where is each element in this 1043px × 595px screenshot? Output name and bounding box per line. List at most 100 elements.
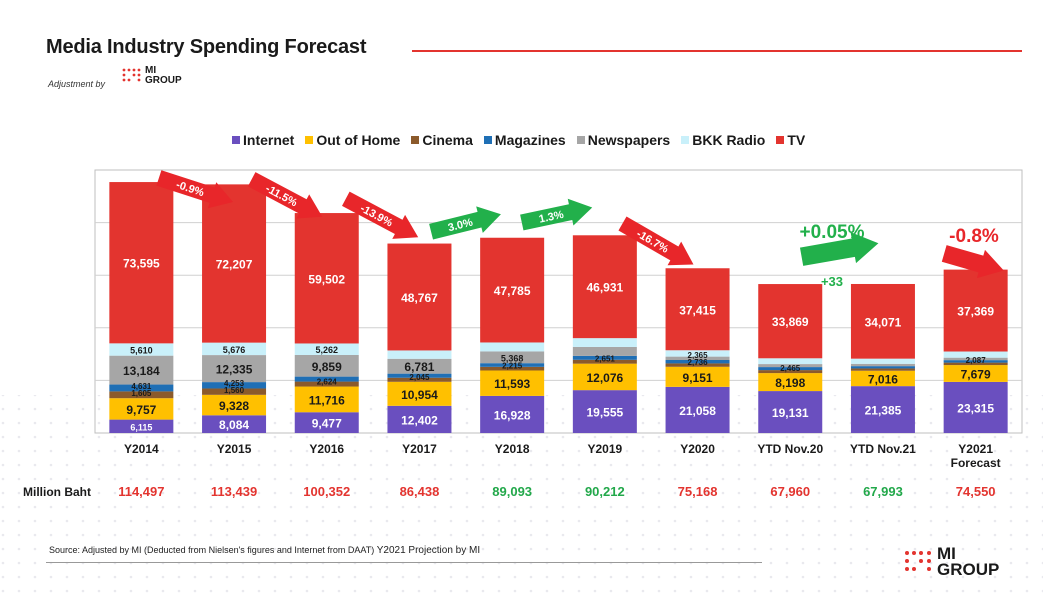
data-label-internet: 19,131 xyxy=(772,406,809,420)
x-tick-label: YTD Nov.21 xyxy=(850,442,916,456)
arrow-shape xyxy=(618,216,694,266)
growth-arrow: 3.0% xyxy=(429,206,501,240)
data-label-newspapers: 6,781 xyxy=(404,360,434,374)
data-label-tv: 59,502 xyxy=(308,272,345,286)
footer-rule xyxy=(46,562,762,563)
x-tick-label: Forecast xyxy=(951,456,1001,470)
x-tick-label: Y2018 xyxy=(495,442,530,456)
bar-segment-internet xyxy=(202,415,267,433)
legend-swatch xyxy=(776,136,785,144)
data-label-tv: 33,869 xyxy=(772,315,809,329)
bar-segment-bkk-radio xyxy=(943,351,1008,358)
x-tick-label: Y2021 xyxy=(958,442,993,456)
bar-segment-internet xyxy=(480,395,545,433)
logo-dots-icon xyxy=(122,68,141,81)
bar-segment-tv xyxy=(850,283,915,359)
bar-segment-cinema xyxy=(572,359,637,364)
data-label-internet: 6,115 xyxy=(130,422,152,432)
data-label-newspapers: 5,368 xyxy=(501,353,524,363)
data-label-tv: 37,369 xyxy=(957,305,994,319)
data-label-newspapers: 13,184 xyxy=(123,364,160,378)
bar-segment-tv xyxy=(572,235,637,339)
data-label-internet: 19,555 xyxy=(586,406,623,420)
minor-data-label: 2,736 xyxy=(688,358,709,367)
bar-segment-magazines xyxy=(850,366,915,369)
legend-label: Internet xyxy=(243,132,295,148)
legend-swatch xyxy=(681,136,690,144)
minor-data-label: 2,624 xyxy=(317,378,338,387)
data-label-out-of-home: 9,151 xyxy=(683,371,713,385)
bar-segment-out-of-home xyxy=(480,370,545,396)
bar-segment-magazines xyxy=(758,367,823,371)
bar-segment-bkk-radio xyxy=(109,343,174,356)
bar-segment-newspapers xyxy=(572,346,637,356)
total-value: 90,212 xyxy=(585,484,625,499)
data-label-tv: 72,207 xyxy=(216,258,253,272)
growth-sublabel: +33 xyxy=(821,274,843,289)
bar-segment-newspapers xyxy=(850,363,915,367)
data-label-out-of-home: 9,328 xyxy=(219,399,249,413)
total-value: 74,550 xyxy=(956,484,996,499)
bar-segment-out-of-home xyxy=(758,373,823,392)
total-value: 113,439 xyxy=(211,484,257,499)
total-value: 100,352 xyxy=(303,484,350,499)
bar-segment-bkk-radio xyxy=(758,358,823,365)
subtitle: Adjustment by xyxy=(48,79,106,89)
data-label-tv: 48,767 xyxy=(401,291,438,305)
minor-data-label: 4,631 xyxy=(131,382,152,391)
data-label-out-of-home: 7,679 xyxy=(961,367,991,381)
arrow-shape xyxy=(799,232,879,266)
projection-note: Y2021 Projection by MI xyxy=(376,545,481,556)
minor-data-label: 2,087 xyxy=(966,356,987,365)
bar-segment-internet xyxy=(294,412,359,433)
data-label-internet: 23,315 xyxy=(957,401,994,415)
bar-segment-internet xyxy=(943,381,1008,433)
growth-label: -0.8% xyxy=(949,226,999,247)
bar-segment-out-of-home xyxy=(294,386,359,413)
bar-segment-tv xyxy=(109,182,174,344)
bar-segment-bkk-radio xyxy=(202,342,267,356)
source-text: Source: Adjusted by MI (Deducted from Ni… xyxy=(49,545,375,555)
bar-segment-out-of-home xyxy=(572,363,637,391)
mi-group-logo: MI GROUP xyxy=(121,66,182,85)
bar-segment-internet xyxy=(387,405,452,433)
growth-arrow: 1.3% xyxy=(520,198,593,231)
bar-segment-cinema xyxy=(202,388,267,395)
data-label-out-of-home: 10,954 xyxy=(401,388,438,402)
data-label-out-of-home: 11,593 xyxy=(494,377,530,391)
growth-arrow xyxy=(941,245,1004,279)
legend-item-newspapers: Newspapers xyxy=(576,132,670,148)
legend-item-cinema: Cinema xyxy=(411,132,473,148)
data-label-tv: 73,595 xyxy=(123,257,160,271)
legend-item-bkk-radio: BKK Radio xyxy=(681,132,765,148)
legend-swatch xyxy=(232,136,240,144)
minor-data-label: 1,560 xyxy=(224,386,245,395)
data-label-internet: 12,402 xyxy=(401,413,438,427)
legend-item-internet: Internet xyxy=(232,132,294,148)
data-label-out-of-home: 7,016 xyxy=(868,372,898,386)
bar-segment-internet xyxy=(572,390,637,433)
legend-item-tv: TV xyxy=(776,132,805,148)
data-label-out-of-home: 11,716 xyxy=(309,393,345,407)
data-label-newspapers: 9,859 xyxy=(312,360,342,374)
legend-label: BKK Radio xyxy=(692,132,766,148)
bar-segment-magazines xyxy=(109,384,174,392)
arrow-shape xyxy=(941,245,1004,279)
source-note: Source: Adjusted by MI (Deducted from Ni… xyxy=(49,545,480,556)
bar-segment-tv xyxy=(758,284,823,359)
bar-segment-newspapers xyxy=(109,355,174,385)
mi-group-footer-logo: MI GROUP xyxy=(903,545,999,578)
total-value: 75,168 xyxy=(678,484,718,499)
bar-segment-newspapers xyxy=(202,355,267,383)
x-tick-label: Y2016 xyxy=(309,442,344,456)
bar-segment-internet xyxy=(758,391,823,433)
page-title: Media Industry Spending Forecast xyxy=(46,36,367,58)
legend-label: TV xyxy=(787,132,806,148)
bar-segment-cinema xyxy=(943,362,1008,366)
arrow-shape xyxy=(247,172,323,219)
logo-text: MI GROUP xyxy=(145,65,182,86)
bar-segment-magazines xyxy=(943,360,1008,363)
bar-segment-out-of-home xyxy=(665,366,730,387)
legend-label: Cinema xyxy=(422,132,473,148)
